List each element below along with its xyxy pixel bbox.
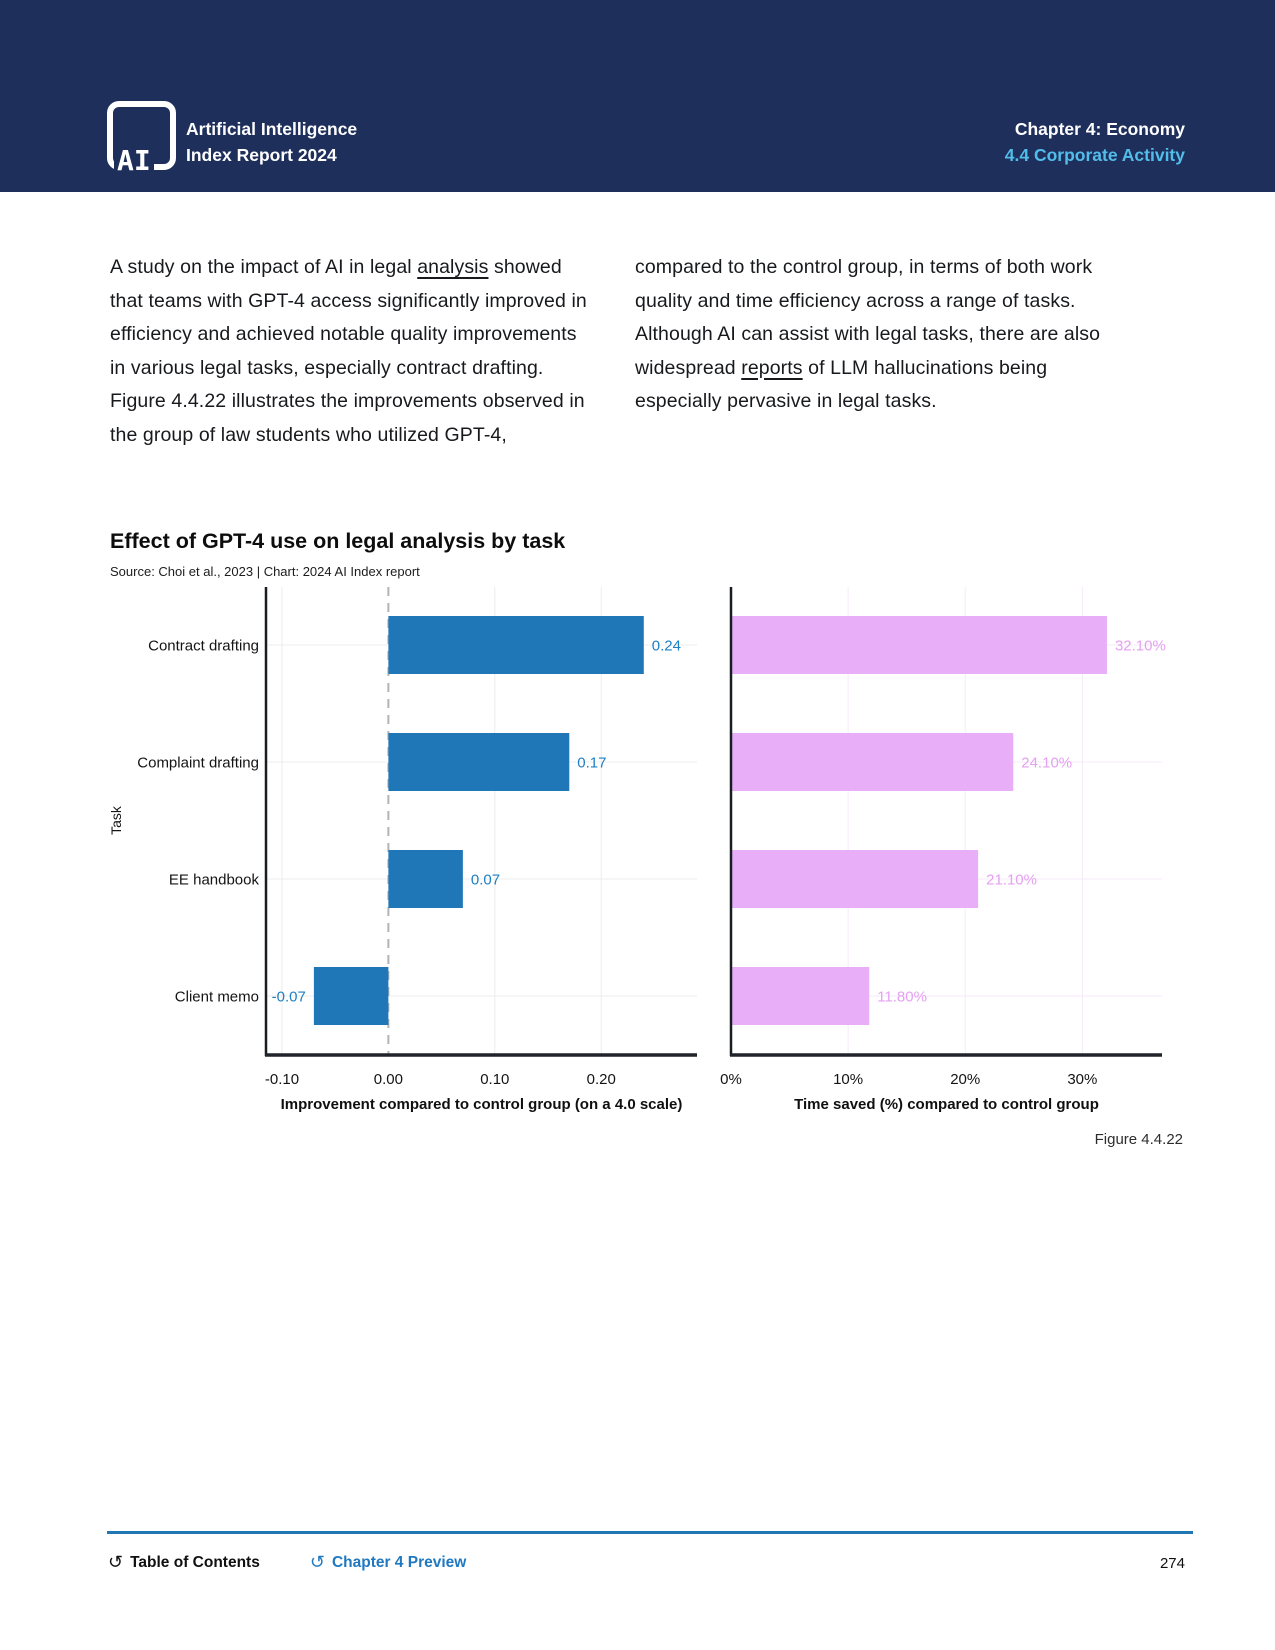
- bar-value-label: 11.80%: [877, 989, 927, 1006]
- brand-line1: Artificial Intelligence: [186, 119, 358, 139]
- section-label: 4.4 Corporate Activity: [1004, 145, 1185, 165]
- category-label: Client memo: [175, 989, 259, 1006]
- right-text-post: of LLM hallucinations being especially p…: [635, 356, 1048, 413]
- category-label: Complaint drafting: [137, 755, 259, 772]
- figure-label: Figure 4.4.22: [1094, 1131, 1183, 1148]
- bar-contract-drafting: [388, 616, 644, 674]
- bar-complaint-drafting: [388, 733, 570, 791]
- axis-tick-label: 10%: [833, 1071, 863, 1088]
- axis-tick-label: 0%: [720, 1071, 742, 1088]
- axis-tick-label: 30%: [1067, 1071, 1097, 1088]
- toc-label: Table of Contents: [130, 1554, 260, 1571]
- bar-value-label: 0.24: [652, 638, 681, 655]
- page-number: 274: [1159, 1554, 1185, 1572]
- chapter-label: Chapter 4: Economy: [1014, 119, 1185, 139]
- right-text-pre: compared to the control group, in terms …: [635, 256, 1101, 379]
- ai-index-logo: AI: [107, 101, 176, 175]
- return-icon: ↺: [108, 1552, 124, 1572]
- bar-value-label: 0.07: [471, 872, 500, 889]
- chart-0: 0.24 Contract drafting 0.17 Complaint draft…: [110, 587, 697, 1113]
- preview-label: Chapter 4 Preview: [331, 1554, 467, 1571]
- toc-link[interactable]: ↺ Table of Contents: [108, 1552, 260, 1572]
- bar-value-label: 0.17: [577, 755, 606, 772]
- chart-1: 32.10% 24.10% 21.10% 11.80% 0% 10% 20% 30% Time …: [720, 587, 1166, 1113]
- reports-link[interactable]: reports: [741, 356, 803, 379]
- chapter-block: Chapter 4: Economy 4.4 Corporate Activit…: [1005, 116, 1185, 168]
- bar-client-memo: [731, 967, 870, 1025]
- bar-value-label: 24.10%: [1021, 755, 1072, 772]
- axis-tick-label: 0.20: [587, 1071, 616, 1088]
- bar-value-label: -0.07: [272, 989, 306, 1006]
- left-text-post: showed that teams with GPT-4 access sign…: [110, 256, 587, 446]
- ai-logo-text: AI: [114, 147, 154, 175]
- axis-tick-label: 20%: [950, 1071, 980, 1088]
- bar-value-label: 32.10%: [1115, 638, 1166, 655]
- axis-tick-label: -0.10: [265, 1071, 299, 1088]
- header: AI Artificial Intelligence Index Report …: [0, 0, 1275, 192]
- footer: ↺ Table of Contents ↺ Chapter 4 Preview …: [108, 1552, 1193, 1572]
- bar-value-label: 21.10%: [986, 872, 1037, 889]
- y-axis-title: Task: [110, 805, 124, 835]
- axis-tick-label: 0.00: [374, 1071, 403, 1088]
- bar-contract-drafting: [731, 616, 1107, 674]
- bar-ee-handbook: [731, 850, 979, 908]
- category-label: Contract drafting: [148, 638, 259, 655]
- chart-title: Effect of GPT-4 use on legal analysis by…: [110, 529, 566, 553]
- footer-rule: [107, 1531, 1193, 1534]
- brand-line2: Index Report 2024: [186, 145, 337, 165]
- left-text-pre: A study on the impact of AI in legal: [110, 256, 418, 278]
- x-axis-title: Improvement compared to control group (o…: [281, 1096, 683, 1113]
- bar-ee-handbook: [388, 850, 463, 908]
- bar-client-memo: [313, 967, 389, 1025]
- return-icon-blue: ↺: [309, 1552, 325, 1572]
- axis-tick-label: 0.10: [480, 1071, 509, 1088]
- analysis-link[interactable]: analysis: [417, 256, 489, 278]
- body-paragraph-right: compared to the control group, in terms …: [635, 251, 1113, 452]
- charts-svg: 0.24 Contract drafting 0.17 Complaint draft…: [110, 587, 1166, 1113]
- body-paragraph-left: A study on the impact of AI in legal ana…: [110, 251, 588, 452]
- x-axis-title: Time saved (%) compared to control group: [794, 1096, 1099, 1113]
- body-text: A study on the impact of AI in legal ana…: [110, 251, 1113, 452]
- category-label: EE handbook: [169, 872, 260, 889]
- chart-source: Source: Choi et al., 2023 | Chart: 2024 …: [110, 564, 420, 579]
- chapter-preview-link[interactable]: ↺ Chapter 4 Preview: [309, 1552, 467, 1572]
- bar-complaint-drafting: [731, 733, 1014, 791]
- brand-name: Artificial Intelligence Index Report 202…: [186, 116, 357, 168]
